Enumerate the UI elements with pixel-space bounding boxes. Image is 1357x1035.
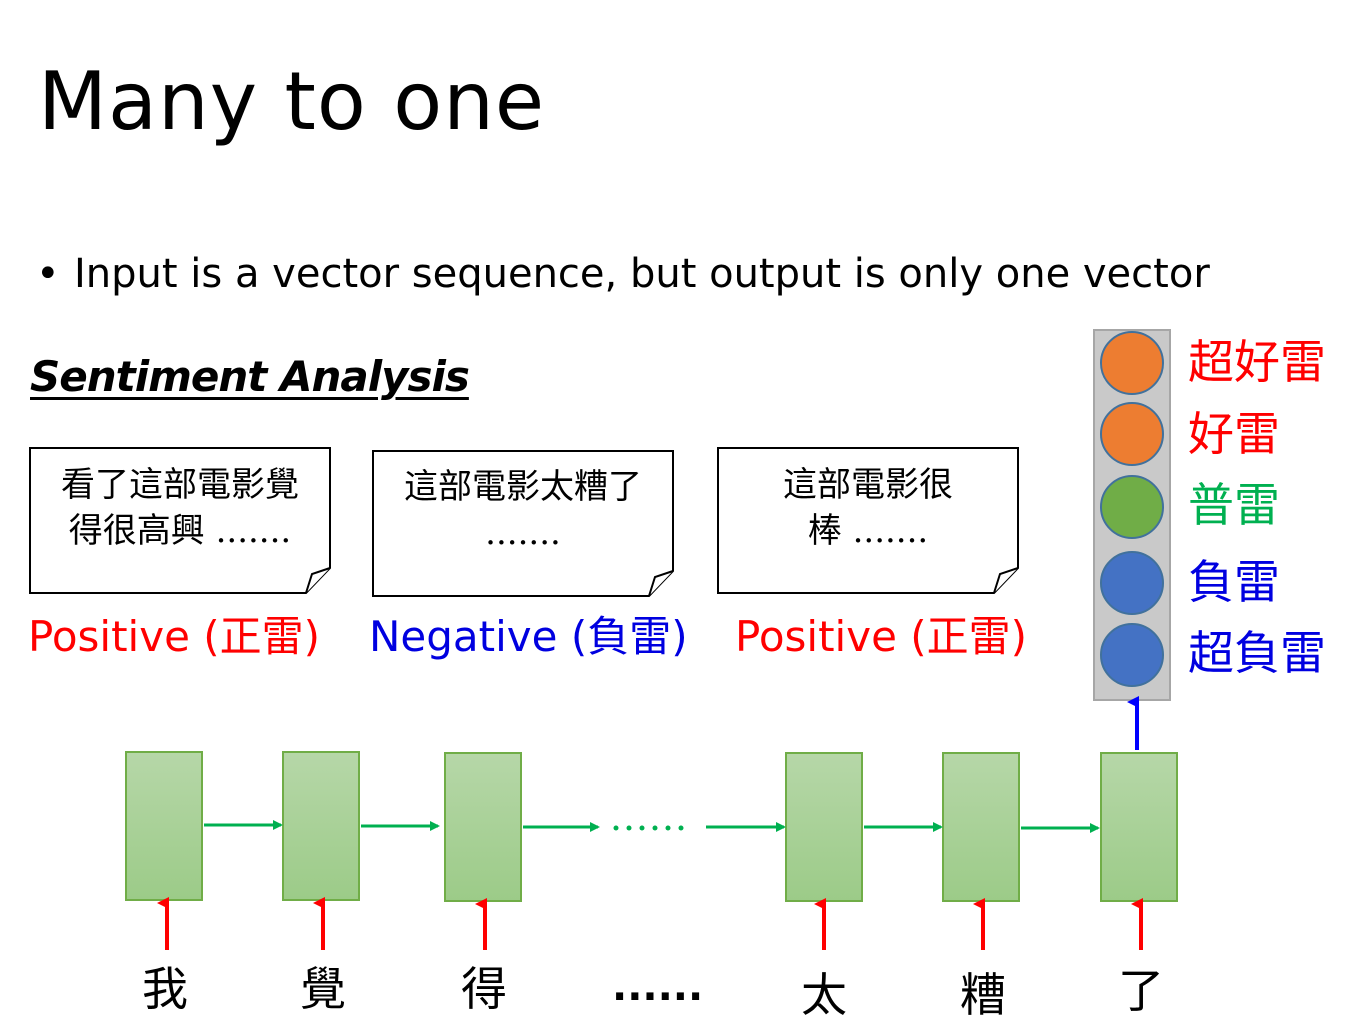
review-1-line-1: 看了這部電影覺 — [61, 465, 299, 505]
output-circle-neutral — [1100, 475, 1164, 539]
rnn-cell-4 — [785, 752, 863, 902]
review-text-3: 這部電影很 棒 ....... — [718, 462, 1018, 554]
sentiment-label-1: Positive (正雷) — [28, 612, 321, 661]
bullet-icon: • — [36, 251, 60, 297]
review-1-line-2: 得很高興 ....... — [68, 511, 292, 551]
rnn-cell-6 — [1100, 752, 1178, 902]
slide-title: Many to one — [38, 55, 546, 148]
output-circle-super-positive — [1100, 331, 1164, 395]
sentiment-label-2: Negative (負雷) — [369, 612, 688, 661]
review-3-line-2: 棒 ....... — [807, 511, 929, 551]
input-token-6: 了 — [1118, 964, 1164, 1018]
bullet-text: Input is a vector sequence, but output i… — [74, 251, 1210, 297]
input-token-1: 我 — [142, 962, 188, 1016]
bullet-point: • Input is a vector sequence, but output … — [36, 248, 1210, 300]
sentiment-label-3: Positive (正雷) — [735, 612, 1028, 661]
output-circle-negative — [1100, 551, 1164, 615]
output-circle-super-negative — [1100, 623, 1164, 687]
input-token-ellipsis: ...... — [612, 964, 704, 1010]
output-circle-positive — [1100, 402, 1164, 466]
review-text-1: 看了這部電影覺 得很高興 ....... — [30, 462, 330, 554]
rnn-cell-5 — [942, 752, 1020, 902]
review-text-2: 這部電影太糟了 ....... — [373, 464, 673, 556]
review-2-line-2: ....... — [485, 513, 561, 553]
rnn-cell-1 — [125, 751, 203, 901]
review-3-line-1: 這部電影很 — [783, 465, 953, 505]
output-label-super-negative: 超負雷 — [1188, 626, 1326, 680]
review-card-2 — [372, 450, 674, 597]
output-label-super-positive: 超好雷 — [1188, 335, 1326, 389]
review-2-line-1: 這部電影太糟了 — [404, 467, 642, 507]
review-card-3 — [717, 447, 1019, 594]
output-label-negative: 負雷 — [1188, 555, 1280, 609]
input-token-5: 糟 — [960, 968, 1006, 1022]
rnn-cell-2 — [282, 751, 360, 901]
output-label-positive: 好雷 — [1188, 407, 1280, 461]
review-card-1 — [29, 447, 331, 594]
input-token-2: 覺 — [300, 962, 346, 1016]
output-label-neutral: 普雷 — [1188, 478, 1280, 532]
sequence-ellipsis-dots — [613, 825, 684, 831]
section-heading: Sentiment Analysis — [30, 352, 470, 401]
rnn-cell-3 — [444, 752, 522, 902]
input-token-4: 太 — [801, 968, 847, 1022]
input-token-3: 得 — [461, 962, 507, 1016]
